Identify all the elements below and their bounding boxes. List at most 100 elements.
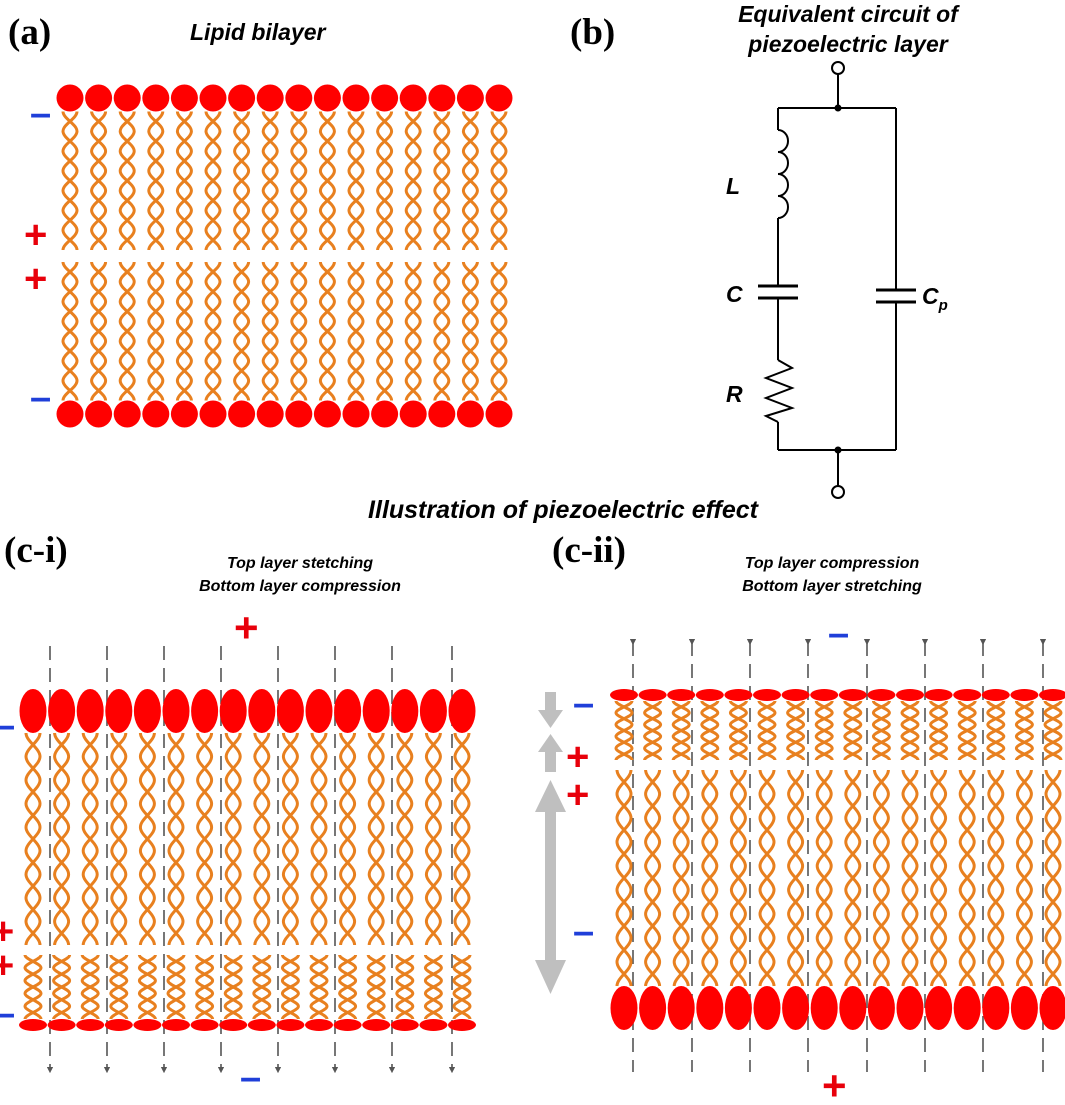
lipid-tail-strand xyxy=(461,261,479,401)
lipid-tail-strand xyxy=(986,700,1006,761)
lipid-tail-strand xyxy=(871,700,891,761)
lipid-head-top xyxy=(276,689,304,733)
lipid-tail-pair xyxy=(233,261,251,401)
lipid-tail-pair xyxy=(957,700,977,761)
lipid-head-bottom xyxy=(1010,986,1038,1030)
lipid-tail-strand xyxy=(195,954,215,1020)
lipid-head-top xyxy=(248,689,276,733)
lipid-tail-pair xyxy=(261,261,279,401)
lipid-tail-pair xyxy=(872,769,890,987)
lipid-tail-pair xyxy=(490,111,508,251)
lipid-head-top xyxy=(981,689,1010,701)
lipid-tail-strand xyxy=(109,954,129,1020)
lipid-tail-pair xyxy=(1015,769,1033,987)
lipid-head-bottom xyxy=(56,400,84,428)
lipid-tail-strand xyxy=(701,769,719,987)
lipid-tail-strand xyxy=(175,111,193,251)
lipid-head-bottom xyxy=(839,986,867,1030)
lipid-tail-pair xyxy=(24,732,42,946)
lipid-head-bottom xyxy=(485,400,513,428)
lipid-head-top xyxy=(1010,689,1039,701)
lipid-tail-pair xyxy=(423,954,443,1020)
charge-a-middle-lower: + xyxy=(24,257,47,301)
lipid-tail-strand xyxy=(167,732,185,946)
lipid-head-top xyxy=(113,84,141,112)
lipid-tail-strand xyxy=(90,261,108,401)
gray-arrow-top-down xyxy=(538,692,563,728)
lipid-tail-strand xyxy=(23,954,43,1020)
lipid-head-top xyxy=(362,689,390,733)
lipid-tail-pair xyxy=(138,732,156,946)
lipid-head-bottom xyxy=(313,400,341,428)
lipid-tail-strand xyxy=(453,732,471,946)
panel-c-title: Illustration of piezoelectric effect xyxy=(368,496,760,524)
charge-cii-middle-upper: + xyxy=(566,735,589,779)
lipid-tail-pair xyxy=(901,769,919,987)
lipid-tail-strand xyxy=(309,954,329,1020)
lipid-tail-strand xyxy=(1044,769,1062,987)
lipid-head-bottom xyxy=(953,986,981,1030)
panel-b-title-line1: Equivalent circuit of xyxy=(738,1,960,27)
lipid-tail-strand xyxy=(423,954,443,1020)
lipid-tail-pair xyxy=(90,261,108,401)
panel-a: (a) Lipid bilayer – + + – xyxy=(8,12,513,428)
lipid-head-bottom xyxy=(199,400,227,428)
lipid-tail-pair xyxy=(290,261,308,401)
lipid-head-top xyxy=(781,689,810,701)
parallel-capacitor-label: Cp xyxy=(922,283,948,314)
parallel-capacitor-label-main: C xyxy=(922,283,939,309)
lipid-head-top xyxy=(342,84,370,112)
lipid-tail-pair xyxy=(196,732,214,946)
lipid-tail-pair xyxy=(958,769,976,987)
lipid-tail-strand xyxy=(490,261,508,401)
lipid-head-bottom xyxy=(342,400,370,428)
charge-ci-above: + xyxy=(234,604,259,651)
panel-c-ii-caption-line1: Top layer compression xyxy=(745,555,920,572)
lipid-head-top xyxy=(199,84,227,112)
lipid-head-top xyxy=(313,84,341,112)
lipid-bilayer-c-i xyxy=(19,689,476,1031)
lipid-tail-pair xyxy=(814,700,834,761)
lipid-head-bottom xyxy=(867,986,895,1030)
lipid-tail-strand xyxy=(61,111,79,251)
lipid-head-top xyxy=(285,84,313,112)
lipid-tail-pair xyxy=(147,261,165,401)
lipid-head-top xyxy=(428,84,456,112)
lipid-tail-strand xyxy=(53,732,71,946)
lipid-tail-pair xyxy=(61,111,79,251)
lipid-tail-pair xyxy=(110,732,128,946)
lipid-tail-pair xyxy=(700,700,720,761)
lipid-tail-pair xyxy=(815,769,833,987)
lipid-tail-strand xyxy=(80,954,100,1020)
lipid-tail-strand xyxy=(490,111,508,251)
lipid-tail-strand xyxy=(900,700,920,761)
lipid-tail-pair xyxy=(52,954,72,1020)
lipid-tail-strand xyxy=(1043,700,1063,761)
panel-a-tag: (a) xyxy=(8,12,51,53)
lipid-head-bottom xyxy=(133,1019,162,1031)
lipid-tail-pair xyxy=(253,732,271,946)
lipid-tail-pair xyxy=(786,700,806,761)
lipid-tail-pair xyxy=(376,111,394,251)
lipid-tail-pair xyxy=(252,954,272,1020)
lipid-tail-pair xyxy=(615,769,633,987)
lipid-head-bottom xyxy=(782,986,810,1030)
lipid-head-top xyxy=(142,84,170,112)
lipid-tail-pair xyxy=(137,954,157,1020)
lipid-tail-strand xyxy=(290,111,308,251)
lipid-tail-strand xyxy=(310,732,328,946)
lipid-tail-pair xyxy=(290,111,308,251)
lipid-tail-strand xyxy=(929,700,949,761)
lipid-tail-pair xyxy=(701,769,719,987)
charge-ci-middle-upper: + xyxy=(0,911,14,953)
lipid-tail-pair xyxy=(987,769,1005,987)
lipid-head-bottom xyxy=(696,986,724,1030)
lipid-head-bottom xyxy=(113,400,141,428)
lipid-tail-pair xyxy=(23,954,43,1020)
lipid-tail-strand xyxy=(757,700,777,761)
lipid-tail-strand xyxy=(175,261,193,401)
lipid-tail-pair xyxy=(81,732,99,946)
lipid-head-bottom xyxy=(228,400,256,428)
lipid-tail-strand xyxy=(147,261,165,401)
lipid-tail-pair xyxy=(787,769,805,987)
